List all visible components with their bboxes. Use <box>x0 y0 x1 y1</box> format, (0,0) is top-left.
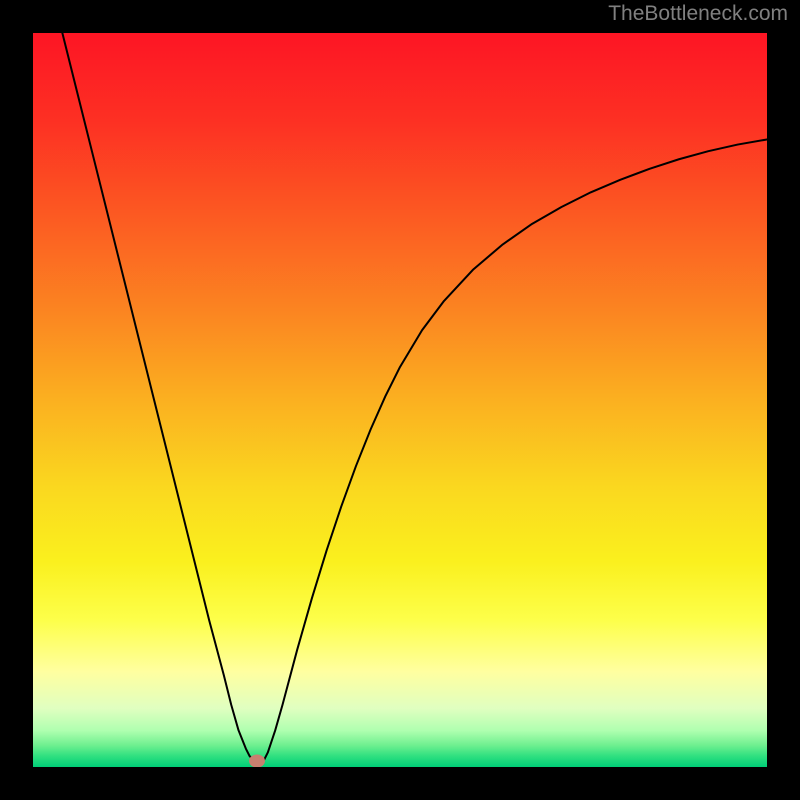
watermark-text: TheBottleneck.com <box>608 2 788 26</box>
bottleneck-curve <box>33 33 767 767</box>
chart-plot-area <box>33 33 767 767</box>
optimal-point-marker <box>249 755 265 767</box>
